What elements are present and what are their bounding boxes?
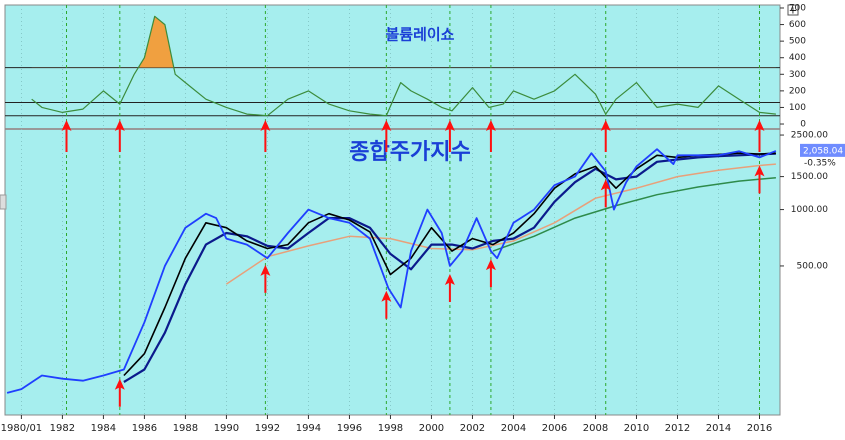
x-tick-label: 1980/01	[1, 423, 43, 434]
signal-arrow	[754, 120, 765, 152]
change-label: -0.35%	[804, 158, 836, 168]
scroll-handle[interactable]	[0, 194, 7, 210]
last-value-label: 2,058.04	[803, 146, 843, 156]
top-title: 볼륨레이쇼	[385, 26, 454, 44]
x-tick-label: 1982	[50, 423, 75, 434]
signal-arrow	[485, 259, 496, 288]
series-line	[6, 148, 777, 394]
signal-arrow	[381, 120, 392, 152]
signal-arrow	[444, 120, 455, 152]
y-tick-label: 300	[789, 70, 806, 80]
signal-arrow	[61, 120, 72, 152]
signal-arrow	[260, 264, 271, 293]
expand-button[interactable]	[787, 4, 799, 16]
x-tick-label: 1990	[214, 423, 239, 434]
x-tick-label: 2014	[706, 423, 731, 434]
signal-arrow	[754, 165, 765, 194]
signal-arrow	[114, 378, 125, 407]
x-tick-label: 2016	[747, 423, 772, 434]
x-tick-label: 1998	[378, 423, 403, 434]
y-tick-label: 2500.00	[791, 131, 828, 141]
y-tick-label: 100	[789, 103, 806, 113]
x-tick-label: 2004	[501, 423, 526, 434]
x-tick-label: 1988	[173, 423, 198, 434]
volume-fill	[138, 16, 174, 68]
y-tick-label: 1500.00	[791, 172, 828, 182]
y-tick-label: 400	[789, 53, 806, 63]
last-value-box	[800, 143, 845, 157]
signal-arrow	[260, 120, 271, 152]
signal-arrow	[444, 273, 455, 302]
series-line	[123, 152, 776, 383]
series-line	[123, 152, 776, 377]
signal-arrow	[114, 120, 125, 152]
series-line	[492, 176, 776, 252]
signal-arrow	[600, 179, 611, 208]
signal-arrow	[485, 120, 496, 152]
x-tick-label: 2012	[665, 423, 690, 434]
expand-icon: +	[789, 6, 797, 17]
x-tick-label: 2000	[419, 423, 444, 434]
y-tick-label: 500.00	[797, 261, 829, 271]
x-tick-label: 2010	[624, 423, 649, 434]
x-tick-label: 2006	[542, 423, 567, 434]
y-tick-label: 500	[789, 37, 806, 47]
series-line	[31, 15, 776, 117]
x-tick-label: 1996	[337, 423, 362, 434]
x-tick-label: 1986	[132, 423, 157, 434]
signal-arrow	[600, 120, 611, 152]
signal-arrow	[381, 290, 392, 319]
x-tick-label: 1984	[91, 423, 116, 434]
bottom-title: 종합주가지수	[349, 139, 470, 165]
y-tick-label: 200	[789, 86, 806, 96]
top-panel	[5, 5, 780, 128]
x-tick-label: 1992	[255, 423, 280, 434]
x-tick-label: 2002	[460, 423, 485, 434]
y-tick-label: 1000.00	[791, 205, 828, 215]
series-line	[225, 163, 776, 285]
y-tick-label: 600	[789, 20, 806, 30]
x-tick-label: 2008	[583, 423, 608, 434]
y-tick-label: 700	[789, 3, 806, 13]
x-tick-label: 1994	[296, 423, 321, 434]
y-tick-label: 0	[800, 120, 806, 130]
